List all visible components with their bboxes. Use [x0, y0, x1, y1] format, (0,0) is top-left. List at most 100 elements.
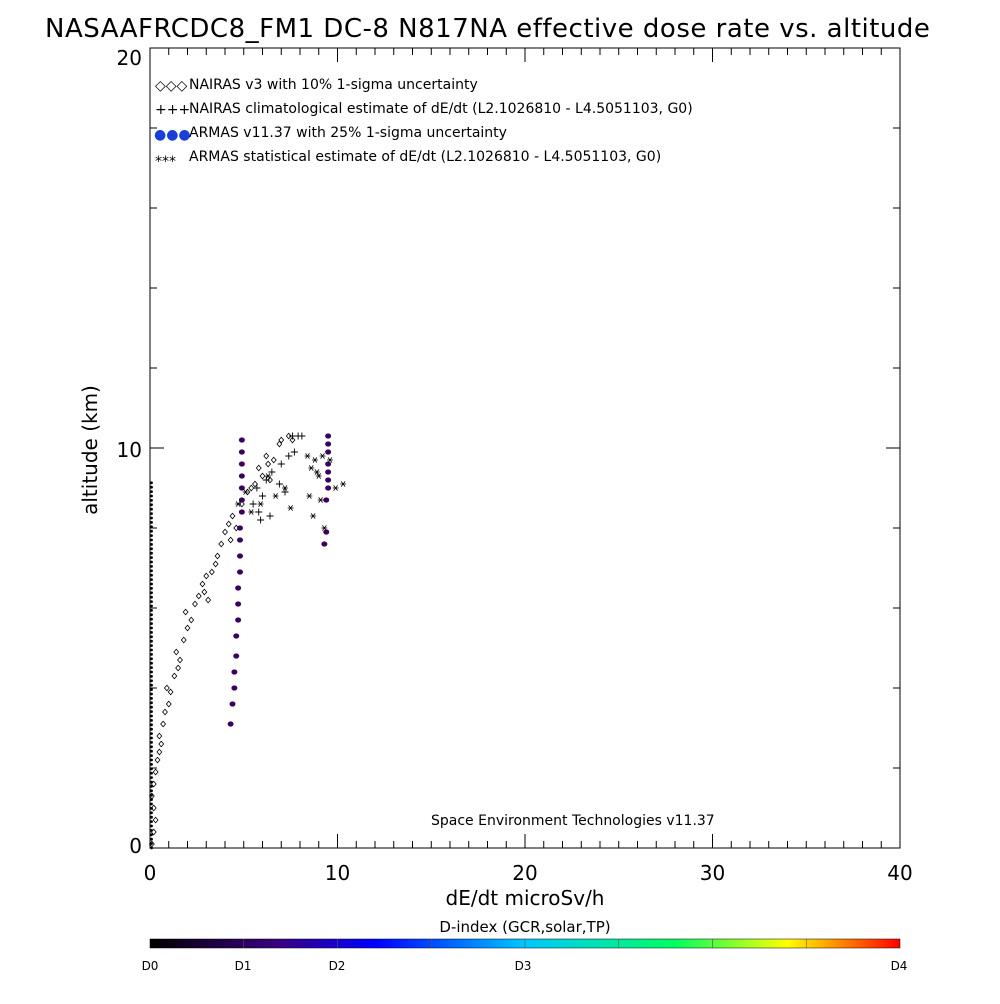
data-point [257, 501, 264, 507]
data-point [150, 543, 153, 546]
data-point [150, 727, 153, 731]
data-point [150, 569, 153, 573]
data-point [150, 490, 153, 493]
data-point [281, 488, 289, 496]
data-point [270, 456, 277, 464]
data-point [222, 528, 228, 536]
data-point [150, 714, 153, 718]
data-point [152, 768, 159, 776]
data-point [150, 604, 153, 608]
data-point [237, 525, 243, 531]
data-point [253, 484, 261, 492]
data-point [150, 815, 153, 819]
data-point [150, 587, 153, 590]
legend-label: NAIRAS climatological estimate of dE/dt … [189, 101, 693, 117]
data-point [150, 529, 153, 533]
data-point [266, 512, 274, 520]
data-point [238, 473, 245, 479]
data-point [150, 635, 153, 639]
x-tick-label: 0 [144, 861, 157, 885]
data-point [285, 432, 292, 440]
data-point [150, 758, 153, 762]
data-point [323, 497, 330, 503]
legend-label: ARMAS v11.37 with 25% 1-sigma uncertaint… [189, 125, 507, 141]
data-point [325, 461, 332, 467]
colorbar-label-d1: D1 [235, 959, 252, 973]
data-point [231, 669, 238, 675]
data-point [167, 688, 174, 696]
y-tick-label: 10 [117, 438, 142, 462]
data-point [317, 497, 324, 503]
data-point [249, 500, 257, 508]
data-point [238, 437, 245, 443]
data-point [150, 828, 157, 836]
data-point [150, 626, 153, 630]
data-point [150, 503, 153, 507]
data-point [160, 720, 167, 728]
data-point [184, 624, 191, 632]
data-point [150, 675, 153, 678]
data-point [214, 552, 221, 560]
data-point [150, 547, 153, 551]
y-axis-tick-labels: 0 10 20 [117, 46, 142, 858]
data-point [278, 436, 285, 444]
legend-symbol-asterisk: *** [155, 154, 176, 170]
data-point [203, 572, 210, 580]
axis-ticks [149, 47, 901, 849]
colorbar-label-d4: D4 [891, 959, 908, 973]
data-point [150, 591, 153, 595]
data-point [150, 525, 153, 529]
data-point [150, 494, 153, 498]
data-point [150, 683, 153, 687]
data-point [150, 771, 153, 775]
data-point [152, 816, 159, 824]
data-point [212, 560, 219, 568]
plot-frame [149, 47, 901, 849]
data-point [154, 756, 161, 764]
data-point [282, 485, 288, 491]
data-point [227, 536, 234, 544]
data-point [205, 596, 212, 604]
data-point [150, 789, 153, 793]
data-point [162, 708, 168, 716]
data-point [310, 513, 317, 519]
data-point [150, 582, 153, 586]
data-point [225, 520, 232, 528]
data-point [150, 560, 153, 564]
data-point [150, 820, 153, 823]
data-point [150, 785, 153, 788]
data-point [150, 692, 153, 696]
data-point [235, 585, 242, 591]
data-point [150, 521, 153, 524]
data-point [150, 679, 153, 683]
data-point [265, 473, 272, 479]
data-point [150, 534, 153, 537]
colorbar-label-d2: D2 [329, 959, 346, 973]
legend-label: ARMAS statistical estimate of dE/dt (L2.… [189, 149, 661, 165]
legend-symbol-plus: +++ [155, 102, 190, 118]
data-point [235, 601, 242, 607]
data-point [325, 441, 332, 447]
data-point [150, 723, 153, 727]
data-point [150, 701, 153, 705]
data-point [321, 525, 328, 531]
data-point [150, 780, 157, 788]
data-point [259, 492, 266, 500]
data-point [177, 656, 183, 664]
data-point [272, 493, 279, 499]
data-point [275, 480, 283, 488]
data-point [218, 540, 225, 548]
data-point [235, 617, 242, 623]
data-point [158, 740, 165, 748]
data-point [325, 433, 332, 439]
data-point [265, 460, 272, 468]
data-point [148, 840, 155, 848]
data-point [319, 453, 326, 459]
colorbar-title: D-index (GCR,solar,TP) [439, 918, 610, 936]
data-point [150, 512, 153, 515]
data-point [150, 833, 153, 837]
data-point [237, 537, 243, 543]
data-point [150, 697, 153, 700]
data-point [150, 481, 153, 485]
data-point [287, 505, 294, 511]
